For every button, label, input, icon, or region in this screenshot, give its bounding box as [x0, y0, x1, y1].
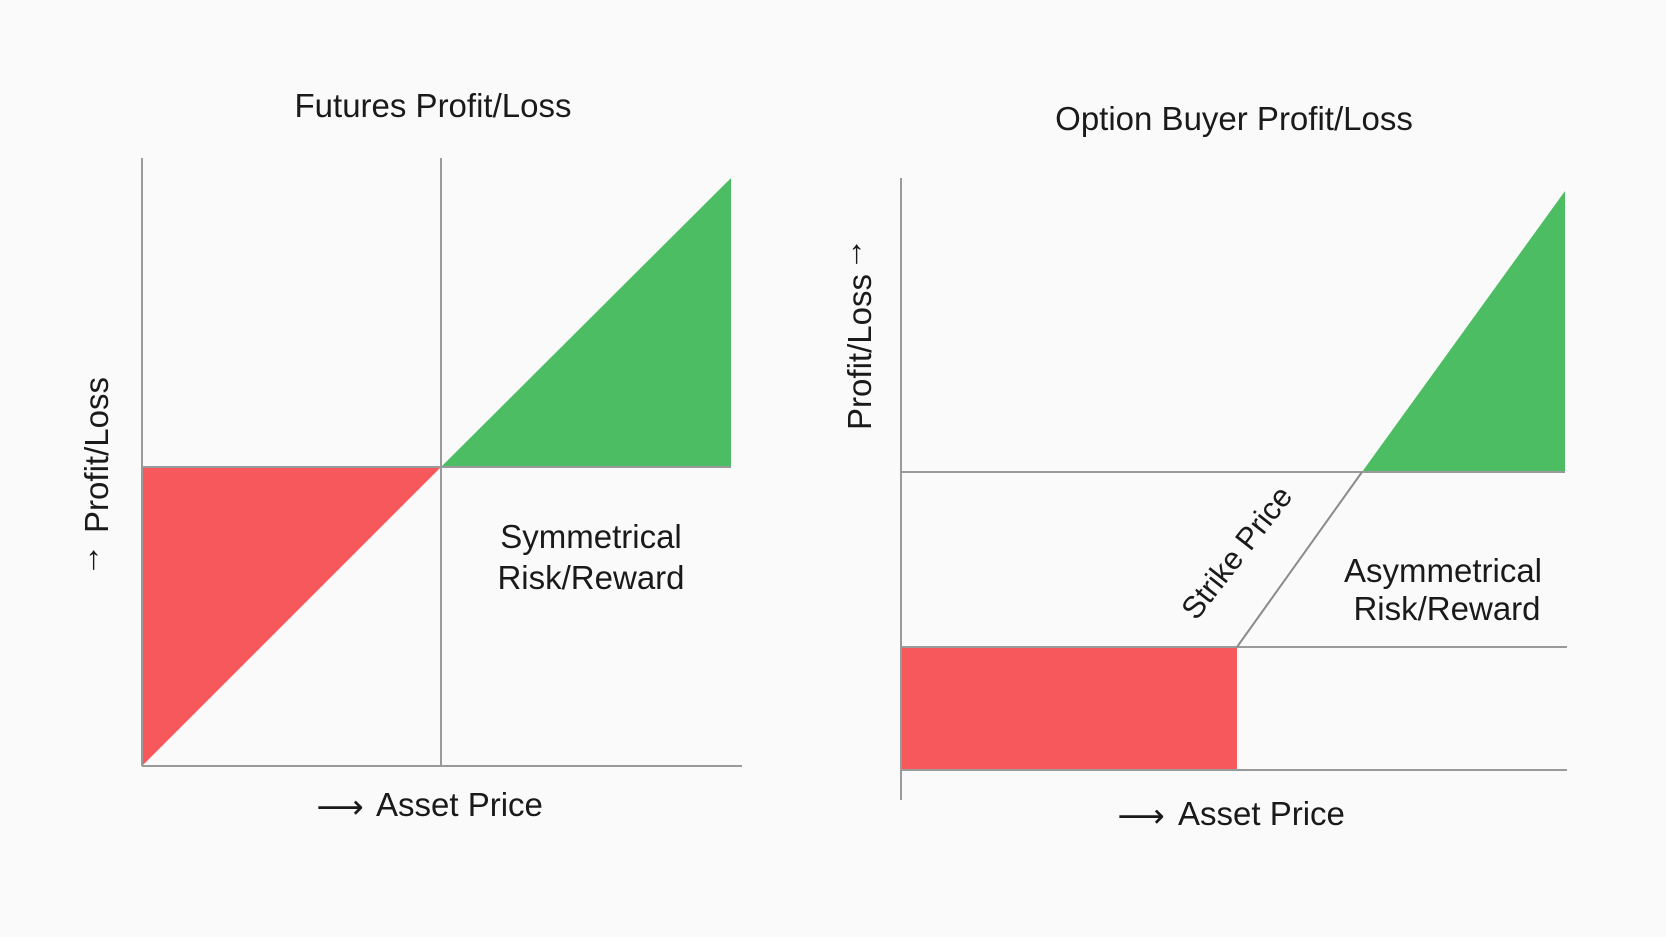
futures-profit-region	[441, 178, 731, 467]
futures-diagram: Futures Profit/Loss Profit/Loss → ⟶ Asse…	[69, 87, 742, 825]
option-buyer-risk-label-line1: Asymmetrical	[1344, 552, 1542, 589]
futures-title: Futures Profit/Loss	[295, 87, 572, 124]
futures-x-axis-arrow: ⟶	[316, 788, 363, 825]
futures-loss-region	[142, 467, 441, 766]
option-buyer-x-axis-label: Asset Price	[1178, 795, 1345, 832]
option-buyer-risk-label-line2: Risk/Reward	[1353, 590, 1540, 627]
option-buyer-title: Option Buyer Profit/Loss	[1055, 100, 1413, 137]
option-buyer-profit-region	[1362, 191, 1565, 472]
futures-risk-label-line2: Risk/Reward	[497, 559, 684, 596]
option-buyer-payoff-slope	[1236, 471, 1363, 648]
futures-y-axis-label: Profit/Loss	[78, 377, 115, 533]
option-buyer-y-axis-label: Profit/Loss	[841, 274, 878, 430]
option-buyer-strike-label: Strike Price	[1174, 479, 1299, 625]
option-buyer-diagram: Option Buyer Profit/Loss Profit/Loss → ⟶…	[832, 100, 1567, 834]
option-buyer-x-axis-arrow: ⟶	[1117, 797, 1164, 834]
option-buyer-y-axis-arrow: →	[832, 238, 869, 271]
futures-y-axis-arrow: →	[69, 544, 106, 577]
futures-x-axis-label: Asset Price	[376, 786, 543, 823]
futures-risk-label-line1: Symmetrical	[500, 518, 682, 555]
option-buyer-loss-region	[901, 647, 1237, 770]
